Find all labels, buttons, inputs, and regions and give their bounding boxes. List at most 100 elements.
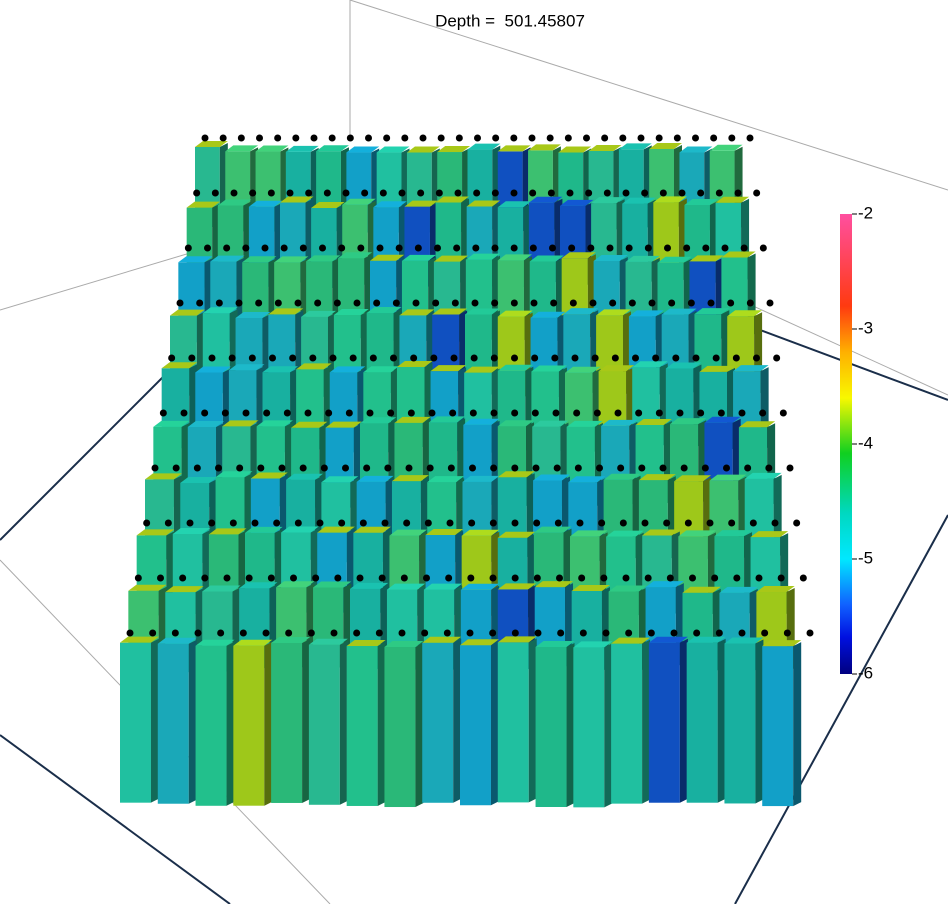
column-top — [657, 256, 692, 263]
well-dot — [510, 244, 518, 252]
well-dot — [330, 629, 338, 637]
well-dot — [510, 134, 518, 142]
well-dot — [249, 189, 257, 197]
well-dot — [470, 354, 478, 362]
column-top — [433, 255, 469, 262]
well-dot — [655, 409, 663, 417]
well-dot — [614, 409, 622, 417]
well-dot — [606, 244, 614, 252]
well-dot — [172, 464, 180, 472]
column-side — [188, 639, 197, 804]
well-dot — [511, 629, 519, 637]
column-top — [573, 641, 613, 648]
well-dot — [299, 244, 307, 252]
well-dot — [325, 409, 333, 417]
well-dot — [151, 464, 159, 472]
well-dot — [267, 189, 275, 197]
well-dot — [706, 519, 714, 527]
well-dot — [533, 519, 541, 527]
column-top — [248, 200, 283, 207]
column-top — [632, 361, 668, 368]
well-dot — [644, 244, 652, 252]
well-dot — [338, 244, 346, 252]
well-dot — [746, 299, 754, 307]
column-top — [333, 309, 369, 316]
column-top — [386, 583, 426, 590]
well-dot — [533, 574, 541, 582]
well-dot — [320, 464, 328, 472]
well-dot — [647, 629, 655, 637]
well-dot — [711, 574, 719, 582]
well-dot — [390, 354, 397, 362]
well-dot — [632, 354, 639, 362]
column-front — [497, 642, 529, 803]
well-dot — [591, 354, 599, 362]
well-dot — [566, 189, 574, 197]
well-dot — [285, 629, 293, 637]
column-front — [460, 645, 491, 806]
column-top — [653, 196, 687, 203]
column-top — [648, 636, 688, 643]
well-dot — [489, 519, 497, 527]
well-dot — [668, 299, 676, 307]
column-top — [346, 146, 380, 153]
well-dot — [531, 354, 539, 362]
well-dot — [228, 354, 236, 362]
column-top — [313, 581, 352, 588]
column-top — [563, 308, 599, 315]
well-dot — [579, 629, 587, 637]
column-top — [628, 310, 664, 317]
well-dot — [529, 189, 537, 197]
well-dot — [309, 354, 317, 362]
well-dot — [414, 244, 422, 252]
well-dot — [783, 629, 791, 637]
well-dot — [219, 134, 227, 142]
well-dot — [619, 519, 627, 527]
well-dot — [323, 189, 331, 197]
column-side — [604, 643, 613, 808]
column-top — [311, 201, 345, 208]
column-top — [497, 583, 537, 590]
column-top — [704, 416, 741, 423]
column-top — [497, 636, 537, 643]
well-dot — [221, 409, 229, 417]
well-dot — [655, 134, 663, 142]
well-dot — [684, 519, 692, 527]
well-dot — [712, 354, 720, 362]
well-dot — [289, 354, 297, 362]
well-dot — [449, 409, 457, 417]
well-dot — [732, 354, 740, 362]
well-dot — [217, 629, 225, 637]
column-top — [363, 366, 399, 373]
column-top — [464, 366, 500, 373]
column-front — [384, 647, 416, 808]
column-top — [428, 416, 466, 423]
well-dot — [180, 409, 188, 417]
well-dot — [717, 409, 725, 417]
column-side — [415, 643, 424, 808]
colorbar-tick-label: -2 — [858, 203, 873, 222]
well-dot — [423, 574, 430, 582]
well-dot — [261, 244, 269, 252]
well-dot — [310, 134, 318, 142]
column-top — [256, 420, 293, 427]
well-dot — [664, 244, 671, 252]
well-dot — [715, 189, 723, 197]
well-dot — [417, 189, 425, 197]
column-top — [399, 309, 435, 316]
well-dot — [342, 189, 350, 197]
column-top — [497, 420, 535, 427]
column-front — [535, 646, 567, 807]
well-dot — [455, 134, 463, 142]
well-dot — [381, 519, 389, 527]
well-dot — [564, 134, 572, 142]
column-front — [573, 647, 605, 808]
well-dot — [267, 574, 275, 582]
well-dot — [468, 519, 476, 527]
well-dot — [401, 134, 409, 142]
colorbar-tick-label: -4 — [858, 433, 873, 452]
well-dot — [697, 409, 705, 417]
column-top — [235, 311, 271, 318]
well-dot — [223, 574, 231, 582]
well-dot — [689, 574, 696, 582]
